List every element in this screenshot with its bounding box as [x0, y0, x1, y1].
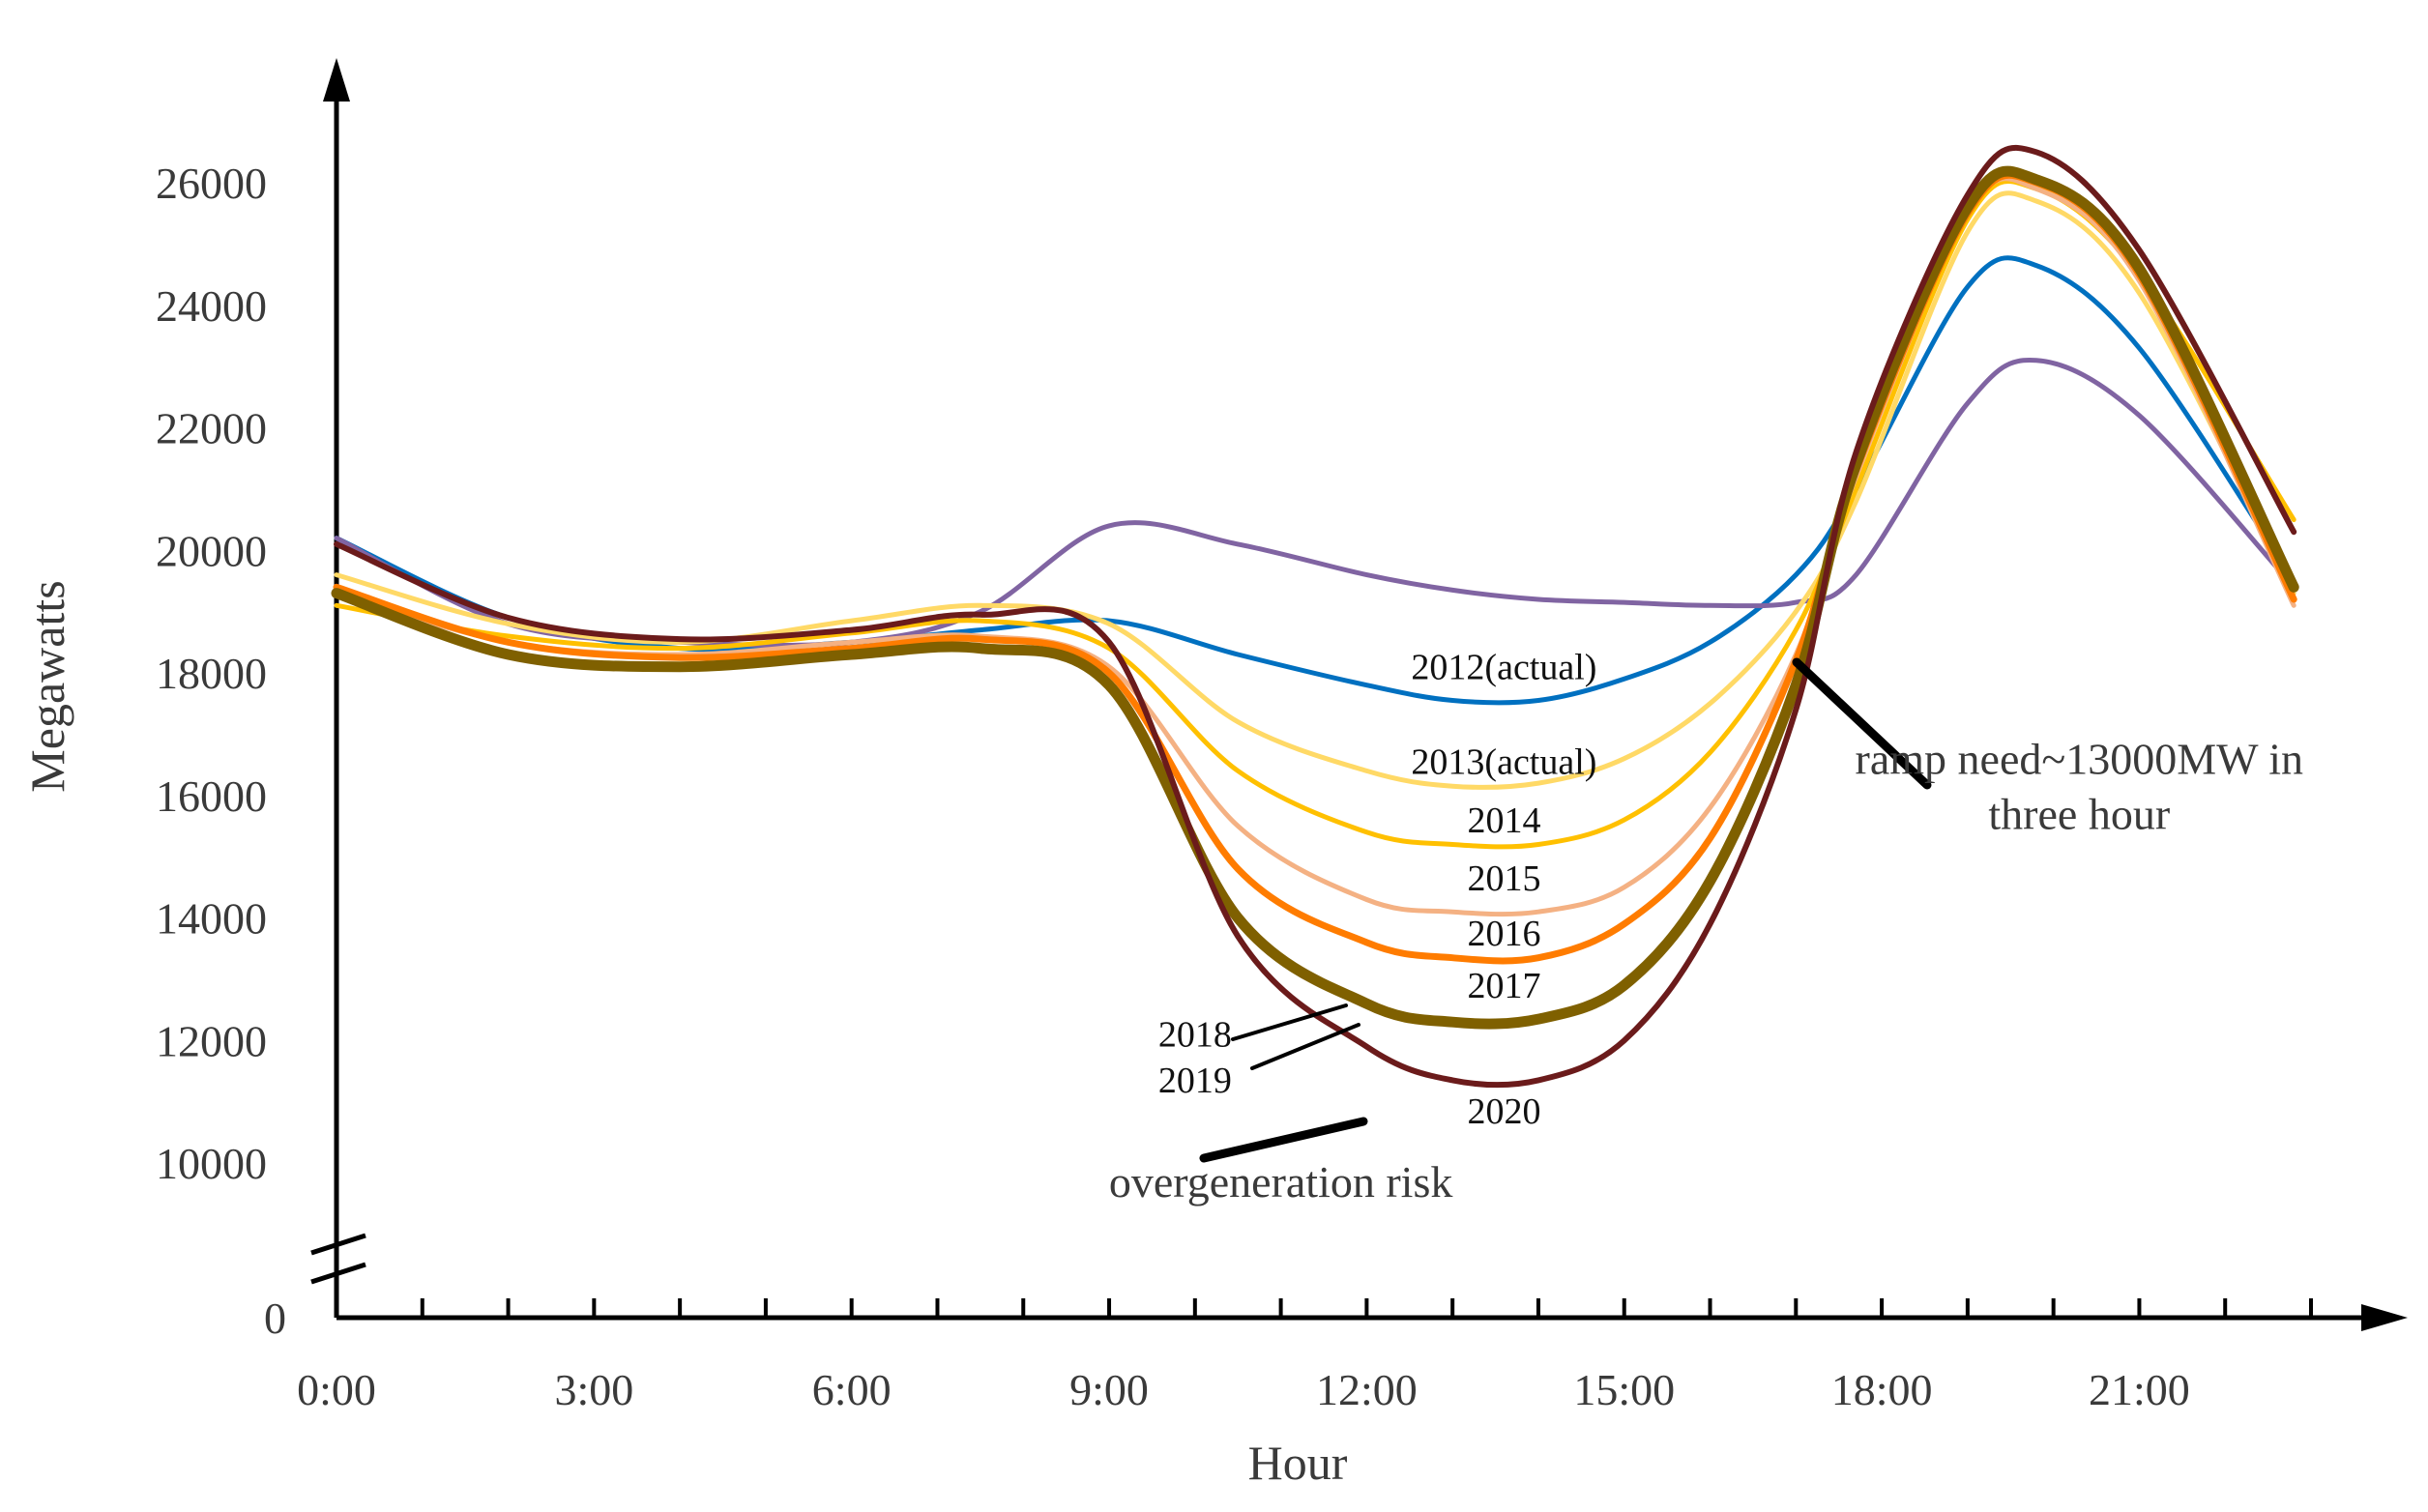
x-tick-label: 6:00	[812, 1365, 892, 1414]
series-label-2012-actual-: 2012(actual)	[1411, 647, 1596, 687]
x-tick-label: 15:00	[1573, 1365, 1675, 1414]
annotation-text: three hour	[1988, 790, 2170, 839]
y-tick-label: 12000	[156, 1016, 267, 1065]
series-line-2012-purple	[334, 358, 2296, 649]
x-tick-label: 3:00	[554, 1365, 633, 1414]
x-tick-label: 18:00	[1831, 1365, 1933, 1414]
series-label-2014: 2014	[1467, 800, 1540, 841]
series-label-2017: 2017	[1467, 966, 1540, 1006]
y-axis-title: Megawatts	[20, 580, 74, 792]
x-tick-label: 12:00	[1316, 1365, 1418, 1414]
y-tick-label: 10000	[156, 1139, 267, 1188]
y-tick-label: 26000	[156, 159, 267, 208]
series-line-2020	[334, 144, 2297, 1089]
series-label-2020: 2020	[1467, 1091, 1540, 1132]
annotation-text: ramp need~13000MW in	[1856, 735, 2304, 784]
y-tick-label: 14000	[156, 894, 267, 944]
y-tick-label: 18000	[156, 649, 267, 698]
series-line-2016	[333, 171, 2297, 965]
axis-break-mark	[310, 1262, 366, 1285]
x-tick-label: 9:00	[1069, 1365, 1149, 1414]
annotation-text: overgeneration risk	[1109, 1157, 1453, 1207]
y-tick-label: 22000	[156, 404, 267, 453]
leader-line-2018	[1231, 1003, 1348, 1041]
y-tick-label: 24000	[156, 281, 267, 331]
series-line-2014	[334, 179, 2296, 850]
series-layer	[331, 144, 2299, 1089]
x-tick-label: 21:00	[2089, 1365, 2190, 1414]
x-axis-arrow	[2361, 1304, 2408, 1331]
series-line-2013-actual-	[334, 190, 2296, 790]
series-label-2013-actual-: 2013(actual)	[1411, 742, 1596, 783]
axis-break-mark	[310, 1233, 366, 1256]
label-layer: 2012(actual) 2013(actual) 2014 2015 2016 2017…	[1109, 647, 2303, 1207]
overgeneration-pointer	[1199, 1117, 1368, 1163]
y-tick-label: 16000	[156, 771, 267, 821]
series-label-2018: 2018	[1158, 1015, 1232, 1056]
leader-line-2019	[1250, 1023, 1360, 1070]
series-label-2016: 2016	[1467, 914, 1540, 954]
series-line-2017	[331, 165, 2299, 1030]
x-tick-label: 0:00	[297, 1365, 376, 1414]
ramp-pointer	[1792, 657, 1932, 790]
series-label-2019: 2019	[1158, 1061, 1232, 1101]
series-label-2015: 2015	[1467, 858, 1540, 899]
axes: 0:00 3:00 6:00 9:00 12:00 15:00 18:00 21:00 0 100…	[20, 58, 2408, 1490]
x-axis-title: Hour	[1248, 1436, 1348, 1490]
y-tick-label: 0	[264, 1294, 286, 1343]
y-axis-arrow	[323, 58, 350, 102]
y-tick-label: 20000	[156, 526, 267, 575]
